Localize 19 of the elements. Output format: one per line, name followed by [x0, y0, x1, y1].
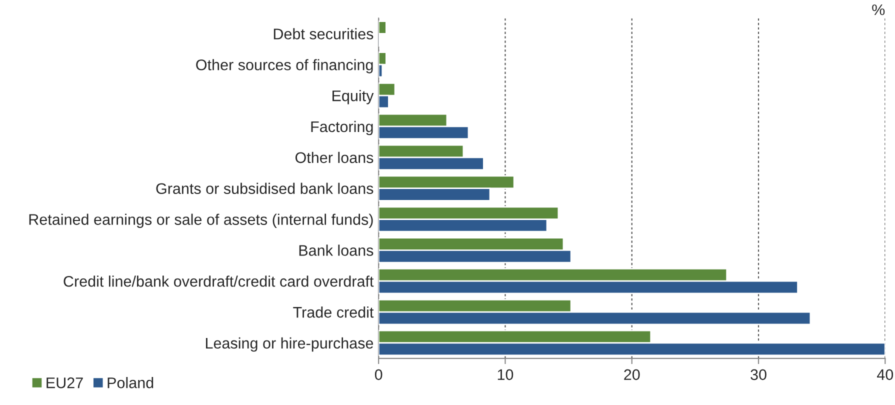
x-axis-title: % [872, 4, 885, 16]
y-tick-label: Leasing or hire-purchase [206, 337, 374, 352]
legend-label: EU27 [46, 377, 83, 388]
x-tick-label: 30 [750, 369, 766, 380]
x-tick-label: 40 [877, 369, 894, 380]
y-tick-label: Credit line/bank overdraft/credit card overdraft [64, 276, 374, 287]
y-tick-label: Other sources of financing [196, 59, 373, 74]
y-tick-label: Factoring [311, 120, 373, 136]
y-tick-label: Retained earnings or sale of assets (internal funds) [29, 214, 373, 228]
x-tick-label: 0 [374, 369, 382, 380]
x-tick-label: 20 [624, 369, 640, 380]
y-tick-label: Grants or subsidised bank loans [156, 182, 374, 194]
y-tick-label: Other loans [295, 152, 374, 164]
legend-label: Poland [108, 377, 154, 388]
y-tick-label: Debt securities [274, 28, 374, 40]
x-tick-label: 10 [498, 369, 514, 380]
y-tick-label: Trade credit [293, 306, 374, 318]
y-tick-label: Bank loans [299, 244, 374, 256]
y-tick-label: Equity [332, 90, 374, 104]
